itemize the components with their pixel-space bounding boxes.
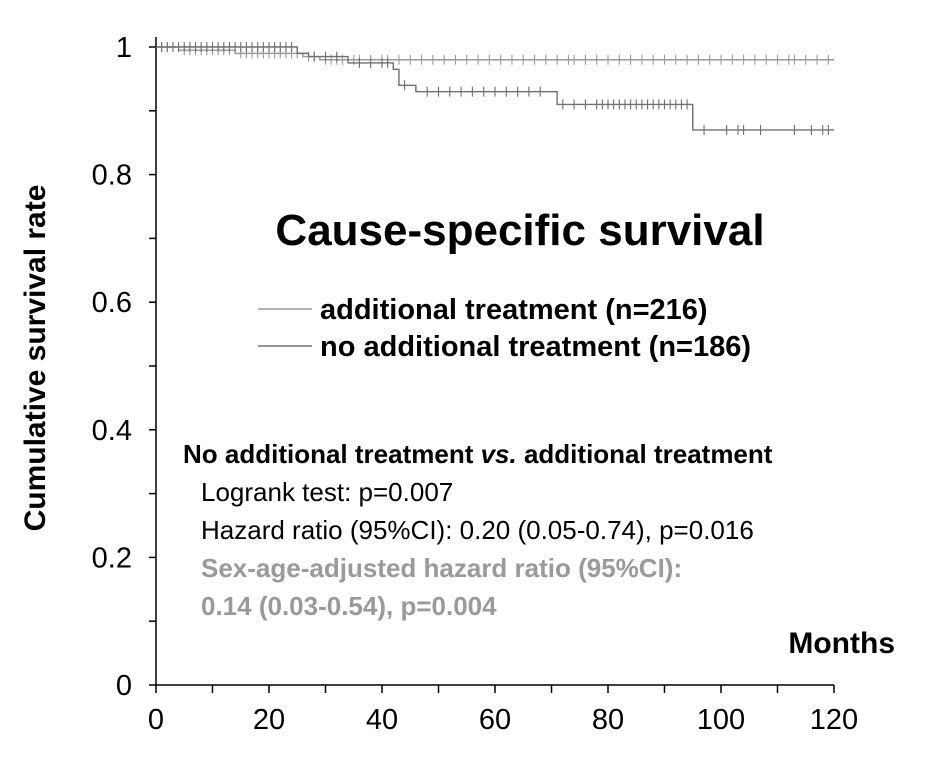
comparison-heading-suffix: additional treatment <box>517 439 773 469</box>
series-layer <box>156 42 834 135</box>
statistics-annotation: No additional treatment vs. additional t… <box>183 439 773 621</box>
x-axis-title: Months <box>788 627 895 660</box>
axes: 0 0.2 0.4 0.6 0.8 1 0 20 40 60 80 100 120 <box>92 32 859 736</box>
legend-label-no-additional: no additional treatment (n=186) <box>320 331 751 363</box>
y-tick-label: 0 <box>116 670 132 702</box>
y-tick-label: 0.8 <box>92 160 132 192</box>
x-tick-label: 100 <box>697 704 745 736</box>
x-tick-label: 80 <box>592 704 624 736</box>
y-tick-label: 0.2 <box>92 542 132 574</box>
survival-curve-line <box>156 46 834 131</box>
adjusted-hazard-ratio-value: 0.14 (0.03-0.54), p=0.004 <box>201 591 497 621</box>
comparison-heading-vs: vs. <box>481 439 517 469</box>
legend-label-additional: additional treatment (n=216) <box>320 294 708 326</box>
y-tick-label: 0.4 <box>92 415 132 447</box>
x-tick-label: 60 <box>479 704 511 736</box>
comparison-heading: No additional treatment vs. additional t… <box>183 439 773 469</box>
y-tick-label: 1 <box>116 32 132 64</box>
x-tick-label: 0 <box>148 704 164 736</box>
chart-title: Cause-specific survival <box>275 206 764 255</box>
x-tick-label: 20 <box>253 704 285 736</box>
x-tick-label: 40 <box>366 704 398 736</box>
y-tick-label: 0.6 <box>92 287 132 319</box>
comparison-heading-prefix: No additional treatment <box>183 439 481 469</box>
legend: additional treatment (n=216) no addition… <box>258 294 751 363</box>
series-1 <box>156 42 834 135</box>
y-axis-title: Cumulative survival rate <box>19 185 52 532</box>
adjusted-hazard-ratio-label: Sex-age-adjusted hazard ratio (95%CI): <box>201 553 682 583</box>
x-tick-label: 120 <box>810 704 858 736</box>
logrank-test: Logrank test: p=0.007 <box>201 477 453 507</box>
hazard-ratio: Hazard ratio (95%CI): 0.20 (0.05-0.74), … <box>201 515 754 545</box>
